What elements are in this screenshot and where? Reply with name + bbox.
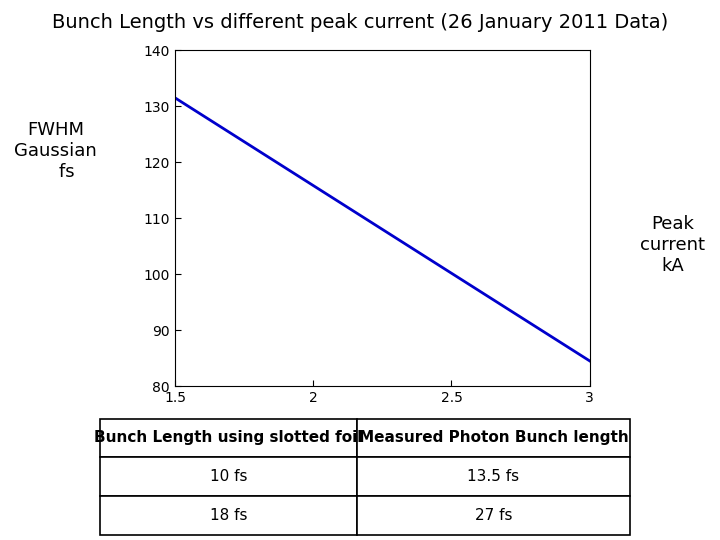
Text: Bunch Length vs different peak current (26 January 2011 Data): Bunch Length vs different peak current (… — [52, 14, 668, 32]
Text: FWHM
Gaussian
    fs: FWHM Gaussian fs — [14, 122, 97, 181]
Text: 10 fs: 10 fs — [210, 469, 248, 484]
Text: Measured Photon Bunch length: Measured Photon Bunch length — [359, 430, 629, 445]
Text: 13.5 fs: 13.5 fs — [467, 469, 520, 484]
Text: Peak
current
kA: Peak current kA — [640, 215, 705, 275]
Text: 27 fs: 27 fs — [474, 508, 513, 523]
Text: 18 fs: 18 fs — [210, 508, 248, 523]
Text: Bunch Length using slotted foil: Bunch Length using slotted foil — [94, 430, 363, 445]
